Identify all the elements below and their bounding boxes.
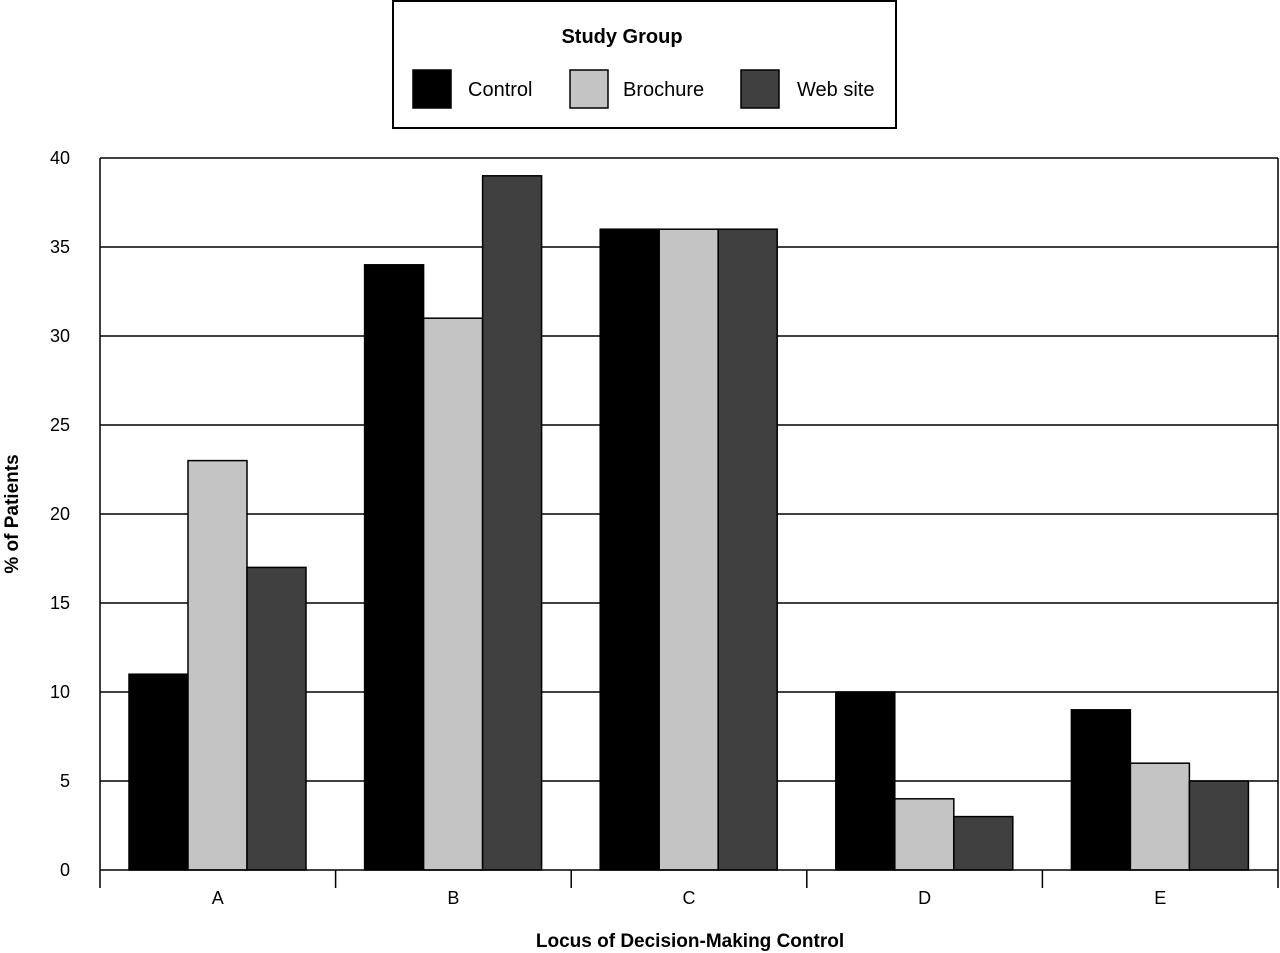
bar-d-brochure bbox=[894, 798, 955, 871]
y-tick-label-30: 30 bbox=[50, 326, 70, 346]
x-tick-label-e: E bbox=[1154, 888, 1166, 908]
bar-d-control bbox=[835, 691, 896, 871]
bar-c-control bbox=[599, 228, 660, 871]
x-tick-label-d: D bbox=[918, 888, 931, 908]
legend-swatch-control bbox=[412, 69, 452, 109]
bar-c-brochure bbox=[658, 228, 719, 871]
x-tick-label-a: A bbox=[212, 888, 224, 908]
y-tick-label-10: 10 bbox=[50, 682, 70, 702]
x-tick-label-c: C bbox=[683, 888, 696, 908]
bar-d-web-site bbox=[953, 815, 1014, 871]
bars bbox=[128, 175, 1250, 871]
x-axis-title: Locus of Decision-Making Control bbox=[536, 931, 844, 952]
bar-a-control bbox=[128, 673, 189, 871]
y-tick-label-5: 5 bbox=[60, 771, 70, 791]
legend-swatch-web-site bbox=[740, 69, 780, 109]
y-tick-label-20: 20 bbox=[50, 504, 70, 524]
y-tick-label-40: 40 bbox=[50, 148, 70, 168]
legend: Study Group Control Brochure Web site bbox=[392, 0, 897, 129]
bar-b-control bbox=[363, 264, 425, 871]
axes bbox=[99, 158, 1279, 888]
bar-a-brochure bbox=[187, 459, 248, 871]
bar-e-brochure bbox=[1129, 762, 1191, 871]
legend-label-control: Control bbox=[468, 79, 532, 101]
y-tick-labels: 0 5 10 15 20 25 30 35 40 bbox=[50, 148, 70, 880]
x-tick-label-b: B bbox=[447, 888, 459, 908]
y-axis-title: % of Patients bbox=[2, 454, 23, 573]
legend-frame bbox=[392, 0, 897, 129]
y-tick-label-35: 35 bbox=[50, 237, 70, 257]
y-tick-label-0: 0 bbox=[60, 860, 70, 880]
bar-e-web-site bbox=[1188, 780, 1250, 871]
bar-c-web-site bbox=[717, 228, 778, 871]
x-tick-labels: A B C D E bbox=[212, 888, 1166, 908]
bar-a-web-site bbox=[246, 566, 307, 871]
legend-label-web-site: Web site bbox=[797, 79, 874, 101]
y-tick-label-15: 15 bbox=[50, 593, 70, 613]
legend-swatch-brochure bbox=[569, 69, 609, 109]
bar-b-web-site bbox=[481, 175, 543, 871]
y-tick-label-25: 25 bbox=[50, 415, 70, 435]
bar-b-brochure bbox=[422, 317, 484, 871]
legend-label-brochure: Brochure bbox=[623, 79, 704, 101]
legend-title: Study Group bbox=[561, 26, 682, 48]
bar-e-control bbox=[1070, 709, 1132, 871]
